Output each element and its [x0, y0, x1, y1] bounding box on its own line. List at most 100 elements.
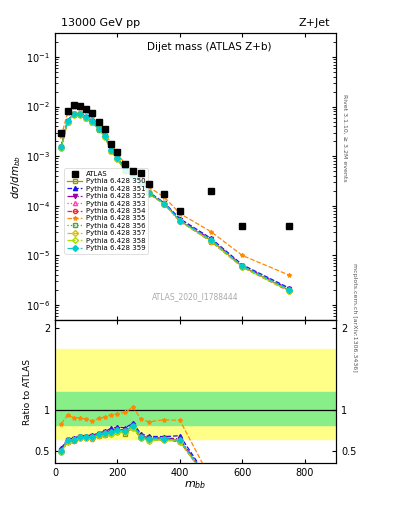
Pythia 6.428 352: [146, 189, 151, 196]
Pythia 6.428 352: [123, 167, 128, 173]
Pythia 6.428 351: [84, 114, 88, 120]
Line: Pythia 6.428 355: Pythia 6.428 355: [59, 104, 291, 278]
Pythia 6.428 359: [103, 133, 107, 139]
Pythia 6.428 354: [115, 156, 120, 162]
Pythia 6.428 358: [90, 119, 95, 125]
Pythia 6.428 356: [240, 263, 245, 269]
Line: Pythia 6.428 350: Pythia 6.428 350: [59, 112, 291, 292]
Pythia 6.428 354: [90, 119, 95, 125]
Pythia 6.428 356: [65, 118, 70, 124]
Pythia 6.428 356: [123, 167, 128, 174]
Pythia 6.428 355: [103, 128, 107, 134]
Pythia 6.428 353: [287, 287, 292, 293]
Pythia 6.428 350: [287, 287, 292, 293]
Pythia 6.428 351: [96, 125, 101, 132]
ATLAS: [59, 130, 64, 136]
Pythia 6.428 357: [90, 119, 95, 125]
Pythia 6.428 352: [96, 126, 101, 132]
Pythia 6.428 354: [72, 112, 76, 118]
Pythia 6.428 354: [240, 264, 245, 270]
Pythia 6.428 350: [178, 218, 182, 224]
ATLAS: [103, 126, 107, 132]
Text: ATLAS_2020_I1788444: ATLAS_2020_I1788444: [152, 292, 239, 302]
ATLAS: [96, 118, 101, 124]
Pythia 6.428 358: [178, 218, 182, 224]
Pythia 6.428 352: [90, 118, 95, 124]
Pythia 6.428 351: [78, 111, 83, 117]
Pythia 6.428 359: [240, 263, 245, 269]
Text: mcplots.cern.ch [arXiv:1306.3436]: mcplots.cern.ch [arXiv:1306.3436]: [352, 263, 357, 372]
Pythia 6.428 351: [146, 189, 151, 195]
Pythia 6.428 359: [96, 126, 101, 132]
Pythia 6.428 351: [90, 118, 95, 124]
Pythia 6.428 353: [162, 201, 167, 207]
Pythia 6.428 357: [209, 238, 213, 244]
Pythia 6.428 354: [84, 115, 88, 121]
Text: Dijet mass (ATLAS Z+b): Dijet mass (ATLAS Z+b): [147, 42, 272, 52]
Pythia 6.428 354: [109, 148, 114, 154]
ATLAS: [287, 223, 292, 229]
Pythia 6.428 355: [146, 184, 151, 190]
Pythia 6.428 350: [138, 179, 143, 185]
Pythia 6.428 354: [287, 288, 292, 294]
Line: Pythia 6.428 359: Pythia 6.428 359: [59, 112, 291, 292]
Pythia 6.428 357: [287, 288, 292, 294]
Pythia 6.428 351: [240, 262, 245, 268]
Pythia 6.428 357: [123, 167, 128, 174]
Pythia 6.428 354: [178, 218, 182, 224]
Pythia 6.428 350: [115, 156, 120, 162]
Pythia 6.428 357: [65, 119, 70, 125]
Pythia 6.428 355: [178, 210, 182, 217]
Pythia 6.428 357: [59, 145, 64, 151]
ATLAS: [240, 223, 245, 229]
Text: 13000 GeV pp: 13000 GeV pp: [61, 17, 140, 28]
Pythia 6.428 359: [115, 155, 120, 161]
Pythia 6.428 358: [209, 238, 213, 244]
Pythia 6.428 350: [59, 144, 64, 151]
Pythia 6.428 356: [84, 115, 88, 121]
Pythia 6.428 357: [96, 126, 101, 133]
Pythia 6.428 355: [72, 103, 76, 110]
Pythia 6.428 352: [131, 173, 136, 179]
ATLAS: [65, 109, 70, 115]
Pythia 6.428 351: [178, 216, 182, 222]
Pythia 6.428 354: [138, 179, 143, 185]
Pythia 6.428 356: [115, 156, 120, 162]
Pythia 6.428 351: [162, 200, 167, 206]
Line: Pythia 6.428 352: Pythia 6.428 352: [59, 112, 291, 291]
Pythia 6.428 352: [138, 178, 143, 184]
Pythia 6.428 350: [90, 118, 95, 124]
ATLAS: [109, 140, 114, 146]
Pythia 6.428 359: [72, 111, 76, 117]
Pythia 6.428 350: [123, 168, 128, 174]
Pythia 6.428 355: [123, 161, 128, 167]
Pythia 6.428 359: [162, 201, 167, 207]
Pythia 6.428 358: [59, 145, 64, 151]
Pythia 6.428 358: [115, 156, 120, 162]
Pythia 6.428 351: [287, 285, 292, 291]
Line: Pythia 6.428 353: Pythia 6.428 353: [59, 112, 291, 292]
Pythia 6.428 357: [162, 201, 167, 207]
Pythia 6.428 353: [78, 111, 83, 117]
Pythia 6.428 358: [65, 119, 70, 125]
Pythia 6.428 356: [131, 173, 136, 179]
Pythia 6.428 356: [78, 111, 83, 117]
Pythia 6.428 353: [109, 147, 114, 154]
Pythia 6.428 354: [59, 145, 64, 151]
Pythia 6.428 353: [123, 167, 128, 174]
Pythia 6.428 350: [109, 147, 114, 154]
Bar: [55, 349, 336, 439]
Pythia 6.428 353: [209, 238, 213, 244]
ATLAS: [84, 106, 88, 112]
Pythia 6.428 356: [178, 218, 182, 224]
Pythia 6.428 357: [78, 111, 83, 117]
Pythia 6.428 352: [103, 133, 107, 139]
Pythia 6.428 359: [84, 114, 88, 120]
Pythia 6.428 359: [209, 237, 213, 243]
X-axis label: $m_{bb}$: $m_{bb}$: [184, 480, 207, 492]
ATLAS: [146, 181, 151, 187]
ATLAS: [178, 207, 182, 214]
Pythia 6.428 358: [78, 112, 83, 118]
ATLAS: [162, 191, 167, 198]
Pythia 6.428 354: [146, 190, 151, 197]
